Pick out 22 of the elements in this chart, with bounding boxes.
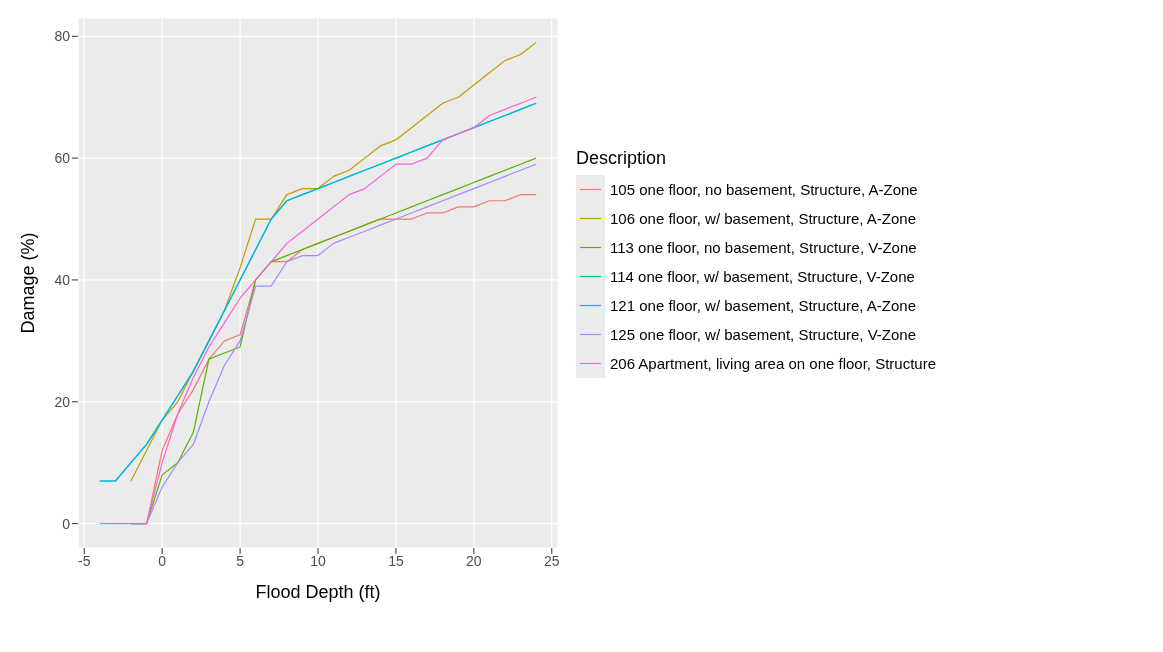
x-tick-label: 25: [543, 552, 560, 569]
x-tick-label: 0: [158, 552, 167, 569]
x-tick-label: 20: [466, 552, 482, 569]
y-tick-label: 60: [54, 150, 71, 167]
legend-label: 206 Apartment, living area on one floor, Structure: [610, 355, 937, 372]
x-tick-label: 10: [310, 552, 326, 569]
legend-label: 114 one floor, w/ basement, Structure, V-Zone: [610, 268, 915, 285]
x-axis-title: Flood Depth (ft): [255, 582, 381, 602]
y-tick-label: 80: [54, 28, 71, 45]
y-tick-label: 40: [54, 271, 71, 288]
x-tick-label: -5: [78, 552, 91, 569]
y-tick-label: 20: [54, 393, 71, 410]
legend-label: 125 one floor, w/ basement, Structure, V-Zone: [610, 326, 917, 343]
y-axis-title: Damage (%): [18, 232, 39, 334]
x-tick-label: 15: [388, 552, 404, 569]
legend-label: 106 one floor, w/ basement, Structure, A-Zone: [610, 210, 917, 227]
y-tick-label: 0: [62, 515, 71, 532]
x-tick-label: 5: [236, 552, 245, 569]
legend-title: Description: [576, 148, 668, 169]
legend-label: 105 one floor, no basement, Structure, A-Zone: [610, 181, 918, 198]
legend-label: 121 one floor, w/ basement, Structure, A-Zone: [610, 297, 917, 314]
legend-label: 113 one floor, no basement, Structure, V-Zone: [610, 239, 917, 256]
